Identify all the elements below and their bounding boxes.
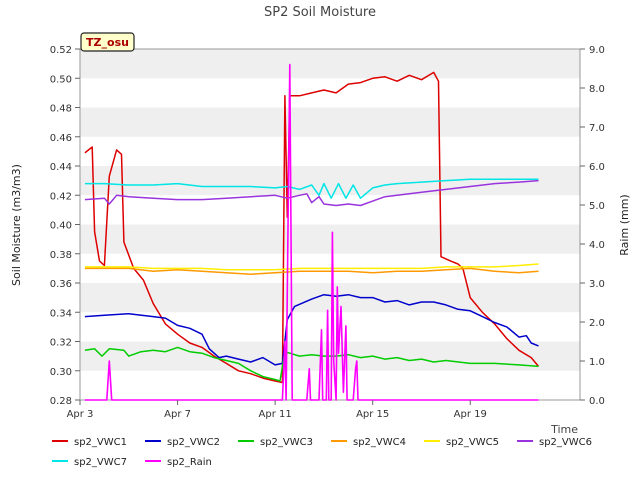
grid-band — [80, 136, 580, 166]
y2-tick-label: 8.0 — [589, 84, 605, 95]
grid-band — [80, 78, 580, 108]
grid-band — [80, 166, 580, 196]
y2-tick-label: 0.0 — [589, 396, 605, 407]
series-line-sp2-vwc5 — [84, 263, 539, 271]
y2-tick-label: 9.0 — [589, 45, 605, 56]
x-tick-label: Apr 7 — [164, 409, 191, 420]
x-axis-label: Time — [550, 423, 578, 436]
x-axis-ticks: Apr 3 Apr 7 Apr 11 Apr 15 Apr 19 — [67, 400, 487, 420]
grid-band — [80, 224, 580, 254]
y-tick-label: 0.36 — [50, 279, 72, 290]
y2-tick-label: 2.0 — [589, 318, 605, 329]
series-line-sp2-rain — [84, 63, 539, 401]
y2-tick-label: 4.0 — [589, 240, 605, 251]
y-tick-label: 0.30 — [50, 367, 72, 378]
legend-label: sp2_VWC4 — [353, 437, 406, 448]
x-tick-label: Apr 15 — [356, 409, 389, 420]
grid-band — [80, 370, 580, 400]
chart-title: SP2 Soil Moisture — [264, 5, 376, 20]
series-line-sp2-vwc6 — [84, 179, 539, 207]
grid-band — [80, 195, 580, 225]
grid-bands — [80, 49, 580, 400]
left-axis-ticks: 0.28 0.30 0.32 0.34 0.36 0.38 0.40 0.42 0.44 0.46… — [50, 45, 80, 407]
y2-tick-label: 3.0 — [589, 279, 605, 290]
legend-label: sp2_VWC1 — [74, 437, 127, 448]
y-tick-label: 0.40 — [50, 221, 72, 232]
x-tick-label: Apr 3 — [67, 409, 94, 420]
legend-label: sp2_VWC5 — [446, 437, 499, 448]
y2-tick-label: 1.0 — [589, 357, 605, 368]
y-tick-label: 0.28 — [50, 396, 72, 407]
series-line-sp2-vwc4 — [84, 267, 539, 275]
series-lines — [84, 63, 540, 401]
y-tick-label: 0.48 — [50, 104, 72, 115]
y-axis-label: Soil Moisture (m3/m3) — [10, 164, 23, 286]
y-tick-label: 0.42 — [50, 191, 72, 202]
y2-tick-label: 7.0 — [589, 123, 605, 134]
y-tick-label: 0.50 — [50, 74, 72, 85]
legend-label: sp2_VWC7 — [74, 457, 127, 468]
annotation-text: TZ_osu — [86, 36, 129, 49]
y2-tick-label: 6.0 — [589, 162, 605, 173]
annotation-badge: TZ_osu — [80, 32, 135, 52]
right-axis-ticks: 0.0 1.0 2.0 3.0 4.0 5.0 6.0 7.0 8.0 9.0 — [580, 45, 605, 407]
legend-label: sp2_VWC6 — [539, 437, 592, 448]
grid-band — [80, 107, 580, 137]
y-tick-label: 0.32 — [50, 338, 72, 349]
series-line-sp2-vwc2 — [84, 293, 539, 366]
grid-band — [80, 283, 580, 313]
annotation-box — [80, 32, 135, 52]
legend-label: sp2_VWC2 — [167, 437, 220, 448]
y-tick-label: 0.38 — [50, 250, 72, 261]
y-tick-label: 0.46 — [50, 133, 72, 144]
legend: sp2_VWC1 sp2_VWC2 sp2_VWC3 sp2_VWC4 sp2_VWC5… — [52, 437, 592, 468]
y-tick-label: 0.34 — [50, 308, 72, 319]
x-tick-label: Apr 19 — [454, 409, 487, 420]
y-tick-label: 0.52 — [50, 45, 72, 56]
x-tick-label: Apr 11 — [259, 409, 292, 420]
legend-label: sp2_VWC3 — [260, 437, 313, 448]
series-line-sp2-vwc3 — [84, 346, 539, 382]
series-line-sp2-vwc7 — [84, 178, 539, 199]
y-tick-label: 0.44 — [50, 162, 72, 173]
y2-tick-label: 5.0 — [589, 201, 605, 212]
grid-band — [80, 49, 580, 79]
legend-label: sp2_Rain — [167, 457, 212, 468]
y2-axis-label: Raim (mm) — [618, 194, 631, 255]
